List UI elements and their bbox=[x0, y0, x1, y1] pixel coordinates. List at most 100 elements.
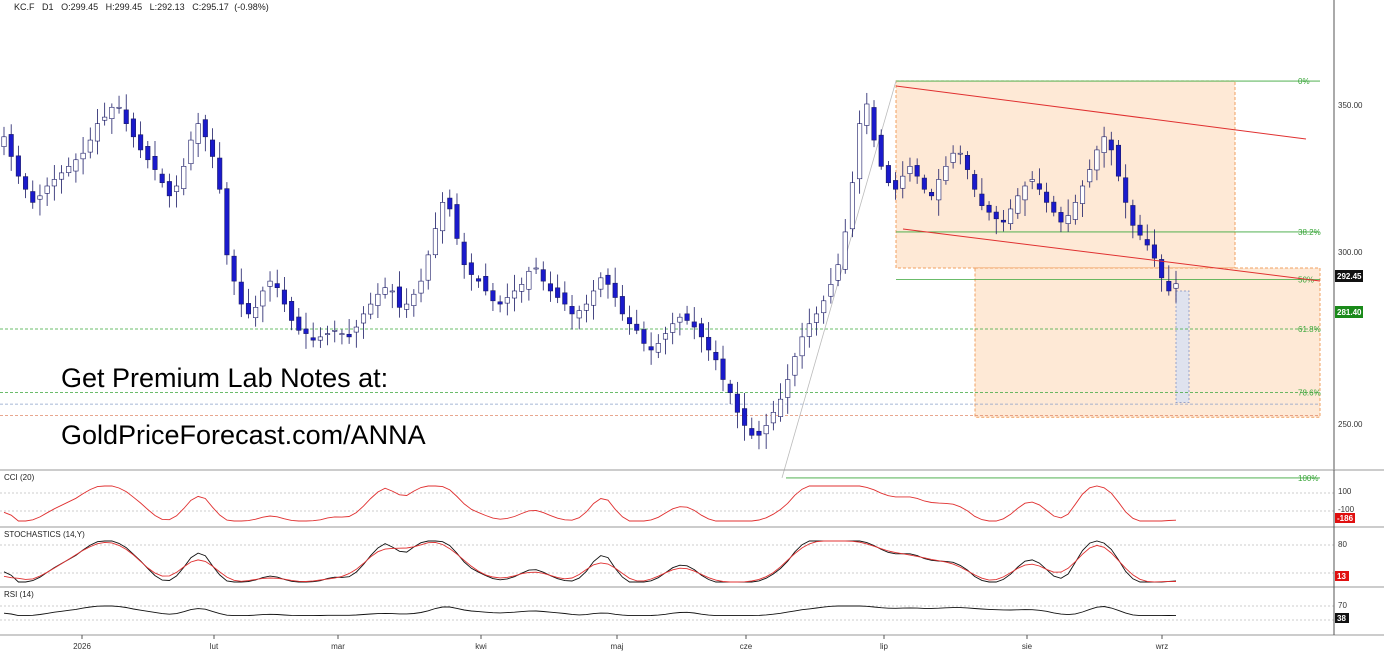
cci-value-tag bbox=[1335, 513, 1355, 523]
candle-body bbox=[871, 107, 877, 141]
candle-body bbox=[310, 337, 316, 341]
candle-body bbox=[778, 398, 784, 417]
candle-body bbox=[368, 303, 374, 315]
price-tick-300: 300.00 bbox=[1338, 248, 1363, 257]
candle-body bbox=[662, 333, 669, 340]
projection-box bbox=[1175, 290, 1190, 403]
candle-body bbox=[979, 193, 985, 206]
candle-body bbox=[224, 188, 230, 256]
time-label-maj: maj bbox=[611, 642, 624, 651]
time-label-kwi: kwi bbox=[475, 642, 487, 651]
candle-body bbox=[130, 118, 136, 138]
stoch-value-text: 13 bbox=[1337, 572, 1346, 581]
candle-body bbox=[123, 109, 129, 124]
cci-line bbox=[3, 485, 1177, 522]
channel-upper bbox=[895, 85, 1307, 140]
candle-body bbox=[468, 262, 474, 275]
candle-body bbox=[634, 323, 640, 331]
candle-body bbox=[267, 280, 273, 287]
candle-body bbox=[893, 180, 899, 190]
candle-body bbox=[598, 277, 604, 290]
candle-body bbox=[576, 310, 582, 319]
candle-body bbox=[1166, 281, 1172, 292]
candle-body bbox=[253, 307, 259, 319]
fib-label-1: 38.2% bbox=[1298, 228, 1321, 237]
candle-body bbox=[612, 282, 618, 298]
fib-label-5: 100% bbox=[1298, 474, 1318, 483]
ohlc-readout: KC.F D1 O:299.45 H:299.45 L:292.13 C:295… bbox=[14, 2, 269, 12]
candle-body bbox=[87, 139, 93, 153]
candle-body bbox=[972, 174, 978, 190]
rsi-value-tag bbox=[1335, 613, 1349, 623]
candle-body bbox=[296, 316, 302, 331]
fib-label-2: 50% bbox=[1298, 275, 1314, 284]
candle-body bbox=[957, 152, 963, 155]
candle-body bbox=[37, 195, 43, 200]
cci-tick-100: 100 bbox=[1338, 487, 1352, 496]
candle-body bbox=[389, 290, 395, 293]
low-value: L:292.13 bbox=[150, 2, 185, 12]
candle-body bbox=[648, 346, 654, 351]
candle-body bbox=[102, 116, 108, 121]
candle-body bbox=[547, 283, 553, 292]
price-tick-350: 350.00 bbox=[1338, 101, 1363, 110]
candle-body bbox=[1044, 191, 1050, 203]
candle-body bbox=[950, 152, 956, 163]
candle-body bbox=[238, 281, 244, 305]
rsi-value-text: 38 bbox=[1337, 614, 1346, 623]
candle-body bbox=[821, 300, 827, 314]
candle-body bbox=[497, 301, 503, 305]
candle-body bbox=[188, 139, 194, 165]
candle-body bbox=[936, 179, 942, 201]
time-label-mar: mar bbox=[331, 642, 345, 651]
candle-body bbox=[289, 301, 295, 321]
candle-body bbox=[519, 284, 525, 292]
stoch-tick-80: 80 bbox=[1338, 540, 1347, 549]
candle-body bbox=[706, 336, 712, 351]
candle-body bbox=[15, 155, 21, 177]
lower-zone bbox=[974, 267, 1321, 418]
current-price-text: 292.45 bbox=[1337, 272, 1362, 281]
candle-body bbox=[332, 330, 338, 332]
candle-body bbox=[857, 123, 863, 180]
rsi-line bbox=[3, 605, 1177, 617]
candle-body bbox=[94, 123, 101, 142]
time-label-cze: cze bbox=[740, 642, 753, 651]
candle-body bbox=[317, 336, 323, 341]
candle-body bbox=[993, 211, 999, 220]
candle-body bbox=[339, 333, 345, 335]
candle-body bbox=[346, 333, 352, 338]
candle-body bbox=[1101, 136, 1107, 153]
candle-body bbox=[1173, 283, 1179, 289]
rsi-title: RSI (14) bbox=[4, 590, 34, 599]
cci-layer bbox=[3, 485, 1177, 522]
candle-body bbox=[209, 139, 216, 157]
candle-body bbox=[504, 297, 510, 304]
candle-body bbox=[109, 106, 115, 119]
candle-body bbox=[231, 255, 237, 282]
candle-body bbox=[677, 316, 683, 323]
candle-body bbox=[483, 276, 489, 292]
candle-body bbox=[1000, 219, 1006, 223]
fib-label-3: 61.8% bbox=[1298, 325, 1321, 334]
candle-body bbox=[281, 289, 287, 305]
candle-body bbox=[202, 119, 208, 138]
time-label-2026: 2026 bbox=[73, 642, 91, 651]
candle-body bbox=[1051, 201, 1057, 213]
stoch-value-tag bbox=[1335, 571, 1349, 581]
candle-body bbox=[66, 166, 72, 173]
candle-body bbox=[943, 166, 949, 181]
candle-body bbox=[1079, 185, 1086, 204]
candle-body bbox=[785, 379, 791, 398]
candle-body bbox=[713, 351, 719, 361]
candle-body bbox=[540, 269, 546, 282]
candle-body bbox=[914, 165, 920, 177]
change-value: (-0.98%) bbox=[234, 2, 269, 12]
stoch-k-line bbox=[3, 540, 1177, 583]
candle-body bbox=[799, 336, 805, 357]
current-price-tag bbox=[1335, 270, 1363, 282]
fib-layer: 0% 38.2% 50% 61.8% 78.6% 100% bbox=[0, 77, 1321, 483]
time-label-lut: lut bbox=[210, 642, 219, 651]
candle-body bbox=[533, 267, 539, 270]
candle-body bbox=[670, 323, 676, 333]
